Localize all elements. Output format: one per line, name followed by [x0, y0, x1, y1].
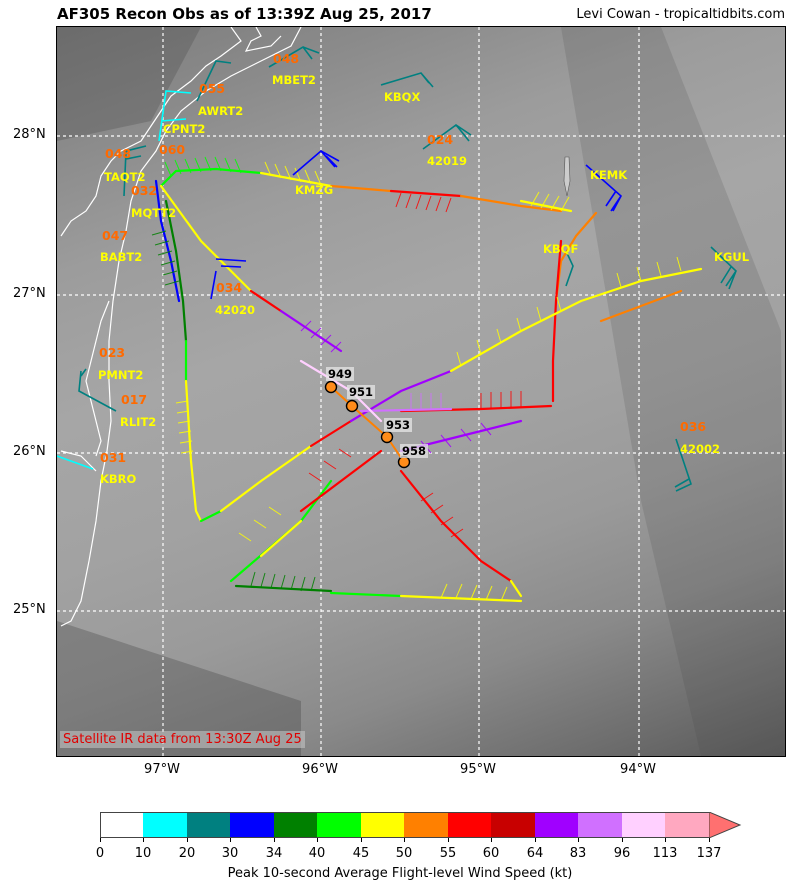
coastline [60, 27, 302, 627]
colorbar-seg-113-137 [665, 812, 710, 838]
station-value-rlit2: 017 [121, 392, 148, 407]
graticule [57, 27, 785, 756]
station-name-42019: 42019 [427, 154, 468, 168]
station-name-42020: 42020 [215, 303, 256, 317]
station-value-mbet2: 048 [273, 51, 300, 66]
colorbar-tick-label: 30 [221, 846, 239, 861]
station-name-kbqf: KBQF [543, 242, 579, 256]
station-value-mqtt2: 032 [131, 183, 158, 198]
chart-title: AF305 Recon Obs as of 13:39Z Aug 25, 201… [57, 5, 432, 23]
colorbar-tick-label: 137 [696, 846, 722, 861]
station-name-rlit2: RLIT2 [120, 415, 157, 429]
station-value-kbro: 031 [100, 450, 127, 465]
colorbar-extend-arrow [709, 812, 742, 839]
colorbar-seg-34-40 [274, 812, 317, 838]
colorbar-seg-55-60 [448, 812, 491, 838]
lat-label-26n: 26°N [13, 444, 46, 459]
center-fix-track [330, 386, 405, 463]
station-name-kbro: KBRO [100, 472, 137, 486]
colorbar-tick-label: 20 [178, 846, 196, 861]
station-name-42002: 42002 [680, 442, 721, 456]
colorbar-tick-label: 0 [95, 846, 105, 861]
aircraft-icon [563, 156, 571, 197]
lat-label-27n: 27°N [13, 286, 46, 301]
colorbar-seg-96-113 [622, 812, 665, 838]
colorbar [100, 812, 710, 838]
station-name-mbet2: MBET2 [272, 73, 316, 87]
station-name-mqtt2: MQTT2 [131, 206, 177, 220]
colorbar-tick-label: 40 [308, 846, 326, 861]
colorbar-label: Peak 10-second Average Flight-level Wind… [227, 866, 573, 881]
station-value-cpnt2: 060 [159, 142, 186, 157]
colorbar-tick-label: 50 [395, 846, 413, 861]
station-value-42002: 036 [680, 419, 707, 434]
station-barbs [57, 45, 738, 492]
center-fix-label: 951 [347, 385, 376, 399]
map-graphics [57, 27, 785, 756]
station-value-awrt2: 055 [199, 81, 226, 96]
station-name-kbqx: KBQX [384, 90, 421, 104]
satellite-note: Satellite IR data from 13:30Z Aug 25 [60, 731, 305, 748]
lon-label-96w: 96°W [302, 762, 338, 777]
station-name-awrt2: AWRT2 [198, 104, 244, 118]
station-name-pmnt2: PMNT2 [98, 368, 144, 382]
flight-track [154, 167, 703, 603]
credit-text: Levi Cowan - tropicaltidbits.com [576, 7, 785, 22]
lat-label-25n: 25°N [13, 602, 46, 617]
colorbar-tick-label: 55 [439, 846, 457, 861]
station-name-kgul: KGUL [714, 250, 750, 264]
colorbar-seg-83-96 [578, 812, 622, 838]
colorbar-seg-64-83 [535, 812, 578, 838]
colorbar-seg-0-10 [100, 812, 143, 838]
center-fix-markers [324, 380, 411, 469]
colorbar-seg-30-34 [230, 812, 274, 838]
colorbar-tick-label: 113 [652, 846, 678, 861]
lat-label-28n: 28°N [13, 127, 46, 142]
station-value-42020: 034 [216, 280, 243, 295]
station-name-kemk: KEMK [590, 168, 628, 182]
colorbar-seg-10-20 [143, 812, 187, 838]
colorbar-seg-50-55 [404, 812, 448, 838]
center-fix-label: 953 [384, 418, 413, 432]
colorbar-tick-label: 10 [134, 846, 152, 861]
colorbar-tick-label: 60 [482, 846, 500, 861]
colorbar-tick-label: 45 [352, 846, 370, 861]
colorbar-seg-45-50 [361, 812, 404, 838]
colorbar-tick-label: 34 [265, 846, 283, 861]
station-name-kmzg: KMZG [295, 183, 334, 197]
colorbar-seg-20-30 [187, 812, 230, 838]
colorbar-seg-60-64 [491, 812, 535, 838]
lon-label-95w: 95°W [460, 762, 496, 777]
map-panel [56, 26, 786, 757]
station-name-babt2: BABT2 [100, 250, 143, 264]
station-value-42019: 024 [427, 132, 454, 147]
station-value-pmnt2: 023 [99, 345, 126, 360]
center-fix-label: 958 [400, 444, 429, 458]
station-value-taqt2: 048 [105, 146, 132, 161]
lon-label-97w: 97°W [144, 762, 180, 777]
lon-label-94w: 94°W [620, 762, 656, 777]
colorbar-tick-label: 83 [569, 846, 587, 861]
colorbar-tick-label: 64 [526, 846, 544, 861]
station-name-taqt2: TAQT2 [104, 170, 146, 184]
colorbar-tick-label: 96 [613, 846, 631, 861]
center-fix-label: 949 [326, 367, 355, 381]
station-value-babt2: 047 [102, 228, 129, 243]
colorbar-seg-40-45 [317, 812, 361, 838]
station-name-cpnt2: CPNT2 [163, 122, 206, 136]
